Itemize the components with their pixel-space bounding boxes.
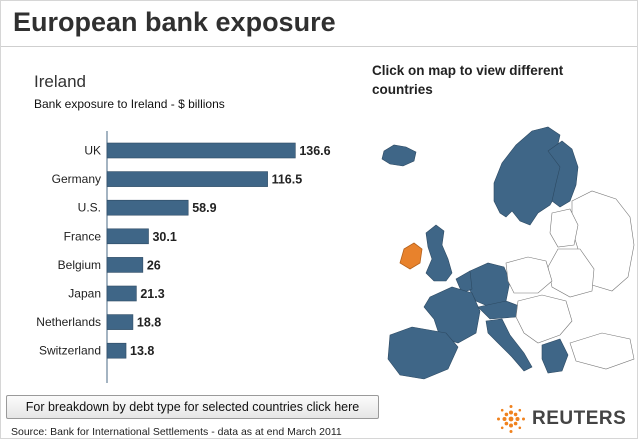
chart-subtitle: Bank exposure to Ireland - $ billions xyxy=(34,97,225,111)
map-instruction: Click on map to view different countries xyxy=(372,63,564,97)
map-country-finland[interactable] xyxy=(547,140,579,208)
map-country-baltics[interactable] xyxy=(549,208,579,248)
bar-category-label: UK xyxy=(84,144,101,158)
bar-value-label: 26 xyxy=(147,258,161,272)
bar-category-label: Belgium xyxy=(58,258,101,272)
map-country-benelux[interactable] xyxy=(455,270,473,294)
map-country-uk[interactable] xyxy=(425,224,453,282)
bar-category-label: France xyxy=(64,229,102,243)
map-country-ireland[interactable] xyxy=(399,242,423,270)
bar-category-label: Germany xyxy=(52,172,101,186)
exposure-bar xyxy=(106,171,268,187)
exposure-bar xyxy=(106,285,137,302)
bar-value-label: 18.8 xyxy=(137,316,161,330)
reuters-logo: REUTERS xyxy=(496,403,626,435)
map-country-italy[interactable] xyxy=(485,318,533,372)
page-title: European bank exposure xyxy=(13,7,336,37)
exposure-bar xyxy=(106,199,189,216)
bar-value-label: 136.6 xyxy=(299,144,330,158)
map-country-turkey[interactable] xyxy=(569,332,635,370)
map-country-iceland[interactable] xyxy=(381,144,417,167)
map-country-iberia[interactable] xyxy=(387,326,459,380)
exposure-bar xyxy=(106,228,149,245)
bar-category-label: U.S. xyxy=(78,201,101,215)
map-country-france[interactable] xyxy=(423,286,481,344)
bar-value-label: 21.3 xyxy=(140,287,164,301)
title-divider xyxy=(1,46,637,47)
reuters-dot-logo-icon xyxy=(497,405,525,433)
exposure-bar-chart: UK 136.6 Germany 116.5 U.S. 58.9 France 30.1 Bel… xyxy=(36,131,331,383)
exposure-bar xyxy=(106,142,296,159)
selected-country-heading: Ireland xyxy=(34,72,86,91)
map-country-poland[interactable] xyxy=(505,256,553,294)
bar-value-label: 116.5 xyxy=(272,173,303,187)
map-country-greece[interactable] xyxy=(541,338,569,374)
europe-map[interactable] xyxy=(366,121,638,393)
bar-value-label: 13.8 xyxy=(130,344,154,358)
exposure-bar xyxy=(106,342,127,359)
bar-value-label: 30.1 xyxy=(152,230,176,244)
map-country-balkans[interactable] xyxy=(515,294,573,344)
bar-category-label: Netherlands xyxy=(36,315,101,329)
source-note: Source: Bank for International Settlemen… xyxy=(11,426,342,438)
map-country-scandinavia[interactable] xyxy=(493,126,563,226)
bar-value-label: 58.9 xyxy=(192,201,216,215)
debt-breakdown-button[interactable]: For breakdown by debt type for selected … xyxy=(6,395,379,419)
exposure-bar xyxy=(106,314,134,330)
exposure-bar xyxy=(106,257,144,273)
bar-category-label: Japan xyxy=(68,287,101,301)
bar-category-label: Switzerland xyxy=(39,344,101,358)
reuters-wordmark: REUTERS xyxy=(532,408,627,429)
